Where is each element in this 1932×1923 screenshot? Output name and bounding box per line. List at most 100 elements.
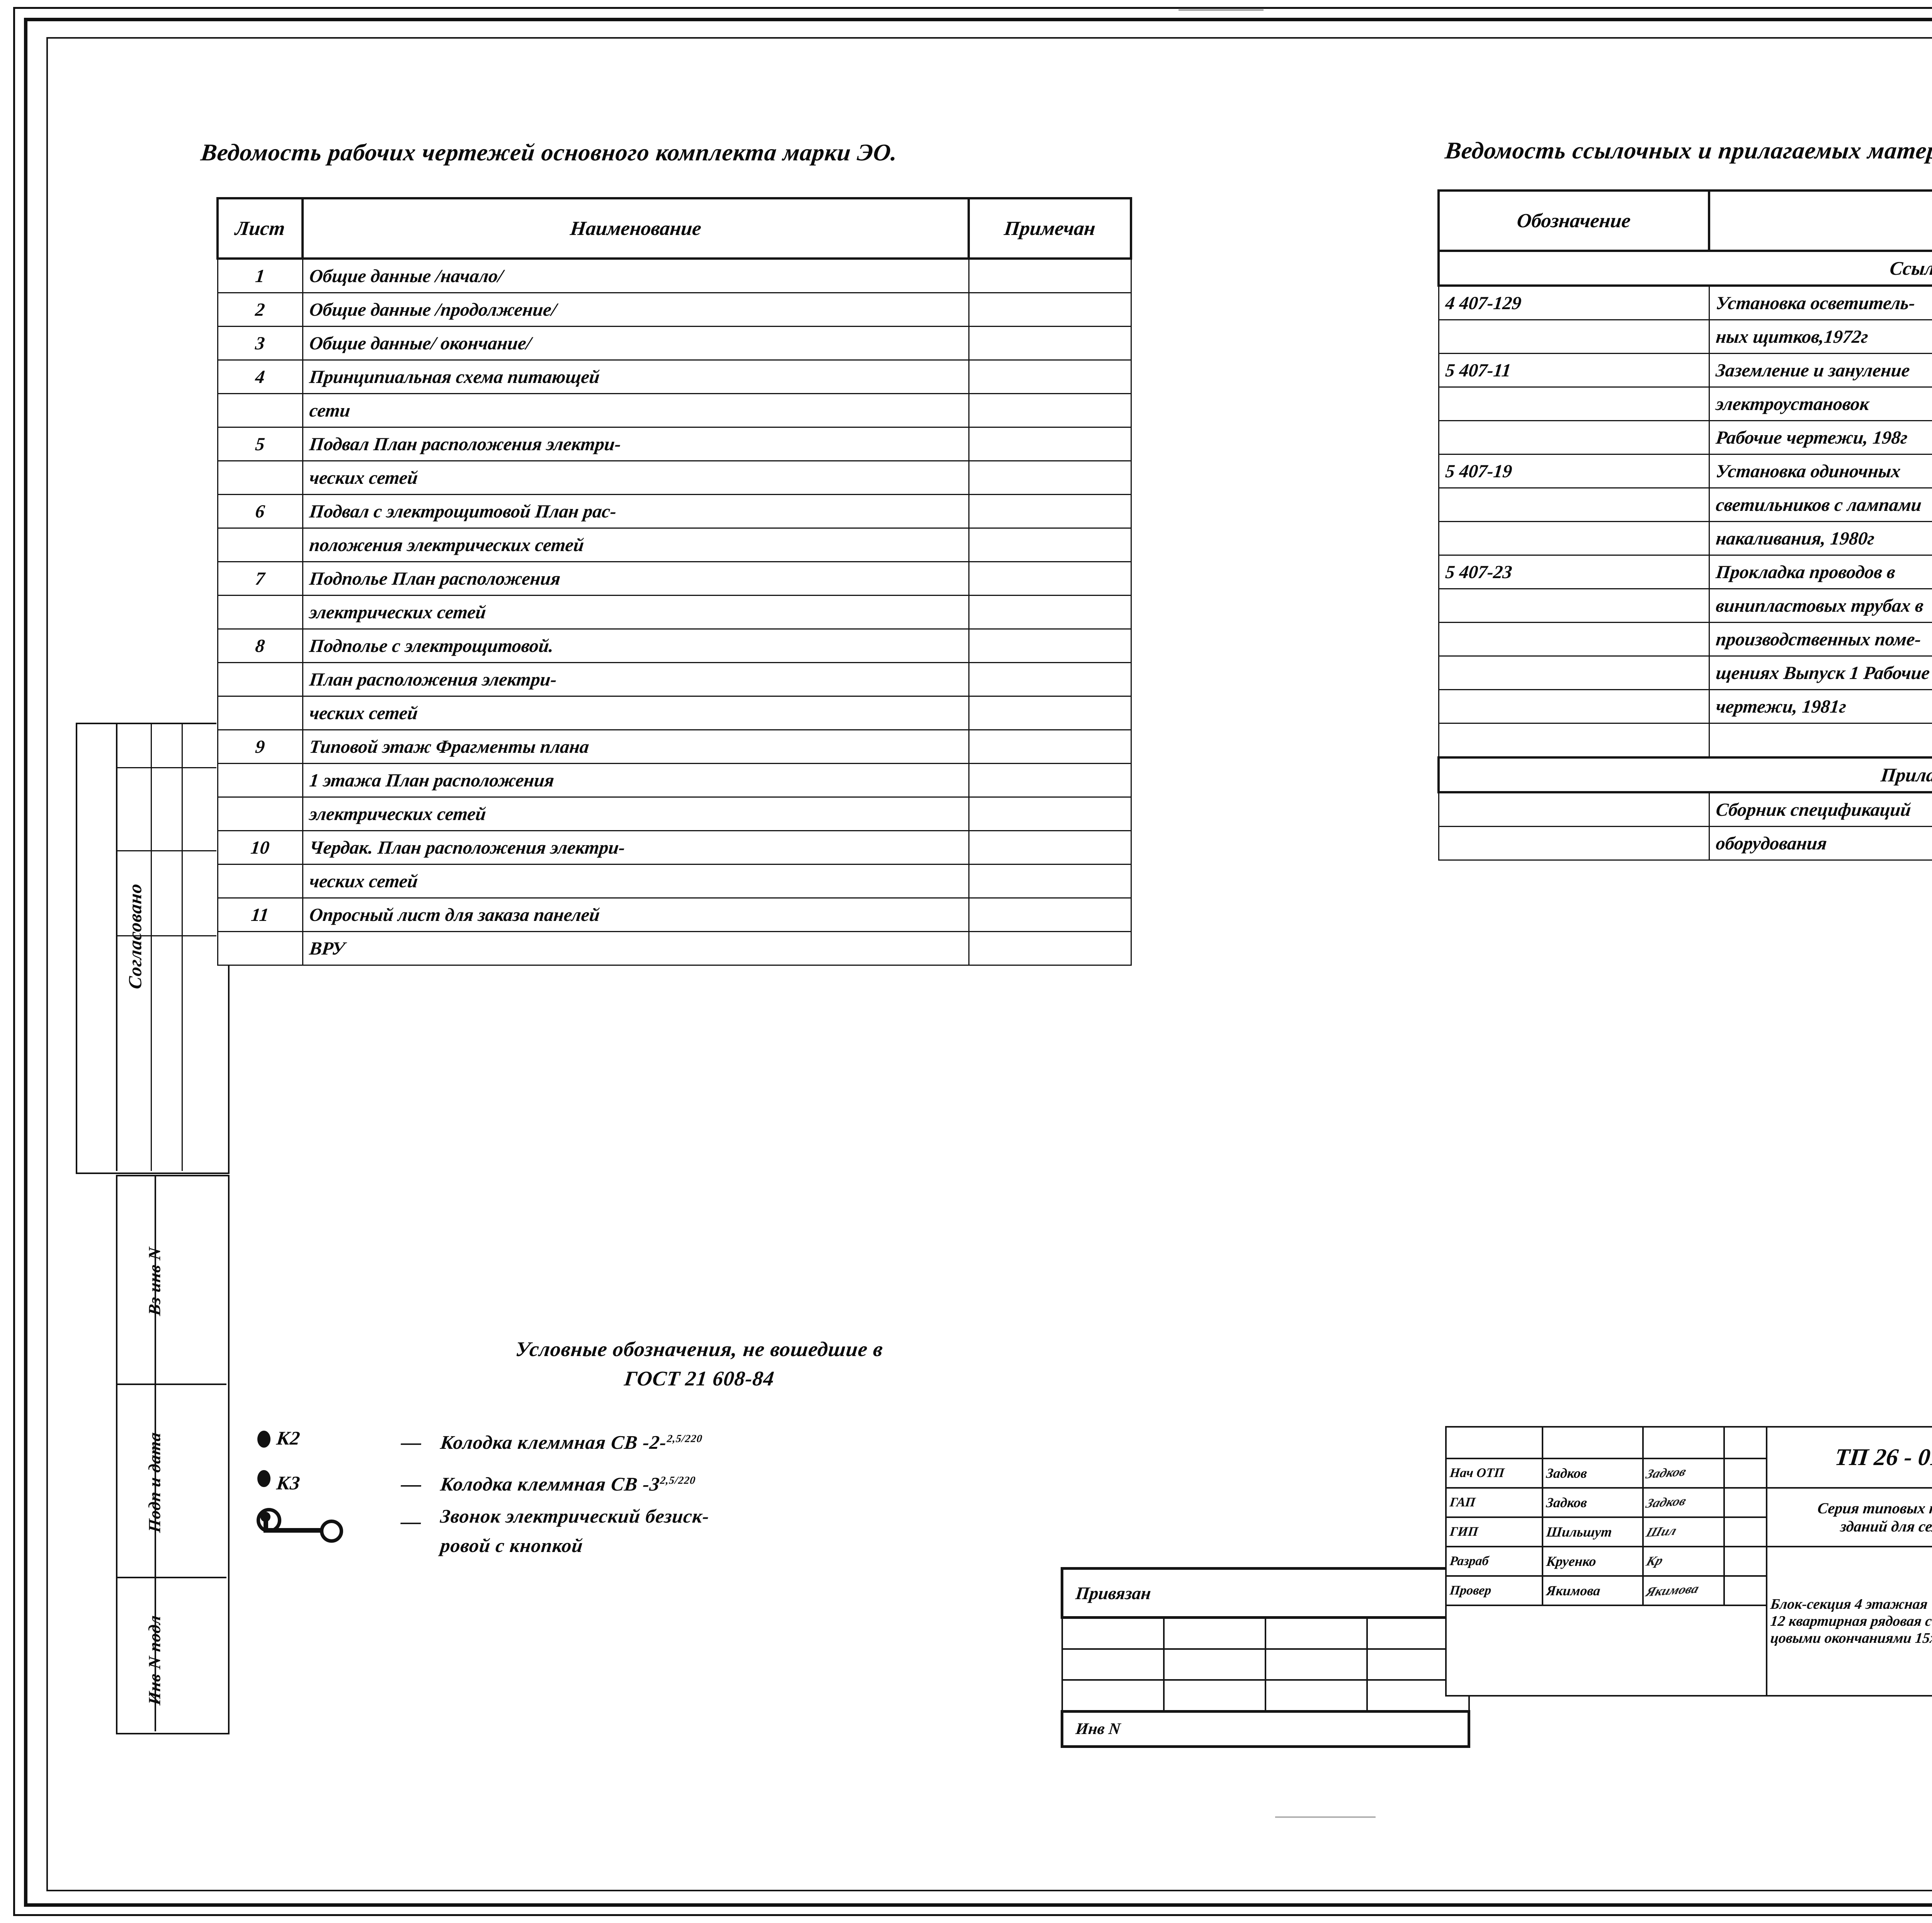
row-name: электрических сетей: [302, 595, 969, 630]
role-date: [1723, 1487, 1767, 1518]
legend-dash-1: —: [400, 1431, 423, 1453]
row-name-text: сети: [308, 400, 351, 421]
role-person-name-text: Якимова: [1545, 1583, 1601, 1598]
table-row: 1 этажа План расположения: [217, 763, 1132, 798]
table-row: ных щитков,1972г: [1438, 319, 1932, 354]
table-row: 1 Общие данные /начало/: [217, 258, 1132, 293]
row-note: [968, 763, 1132, 798]
row-sheet-number: [217, 796, 303, 831]
table-row: щениях Выпуск 1 Рабочие: [1438, 655, 1932, 690]
row-name-text: Общие данные/ окончание/: [308, 333, 532, 354]
legend-item-terminal-block-k2: К2 — Колодка клеммная СВ -2-2,5/220: [255, 1421, 1144, 1463]
sheet-inner-border: [24, 18, 1932, 1907]
material-name-text: оборудования: [1714, 833, 1828, 854]
role-label-text: Провер: [1449, 1583, 1492, 1598]
row-material-name: накаливания, 1980г: [1708, 521, 1932, 556]
name-column-header: Наименование: [301, 197, 970, 260]
row-sheet-number: [217, 595, 303, 630]
row-name-text: Общие данные /продолжение/: [308, 299, 558, 320]
material-name-text: Установка осветитель-: [1714, 293, 1916, 313]
stamp-blank-name: [1542, 1426, 1644, 1459]
legend-text-1: Колодка клеммная СВ -2-2,5/220: [439, 1431, 703, 1453]
row-sheet-number: [217, 864, 303, 899]
role-date: [1723, 1546, 1767, 1577]
stamp-role-row: Разраб Круенко Кр Блок-секция 4 этажная12 к…: [1445, 1546, 1932, 1697]
signature-mark: Шил: [1644, 1523, 1679, 1540]
row-note: [968, 460, 1132, 495]
sheet-number-text: 2: [254, 299, 266, 320]
role-label: Разраб: [1445, 1546, 1543, 1577]
table-row: ВРУ: [217, 931, 1132, 966]
row-name-text: электрических сетей: [308, 803, 487, 824]
designation-text: 4 407-129: [1444, 293, 1522, 313]
scan-artifact-5: [1275, 1816, 1376, 1818]
table-row: 7 Подполье План расположения: [217, 561, 1132, 596]
row-note: [968, 662, 1132, 697]
material-name-text: Установка одиночных: [1714, 461, 1901, 482]
table-row: 5 407-23 Прокладка проводов в: [1438, 555, 1932, 589]
row-sheet-number: 1: [217, 258, 303, 293]
revision-col-divider: [155, 1175, 156, 1731]
table-row: План расположения электри-: [217, 662, 1132, 697]
legend-text-2: Колодка клеммная СВ -32,5/220: [439, 1473, 696, 1495]
row-note: [968, 326, 1132, 361]
inv-n-label: Инв N: [1075, 1720, 1122, 1738]
table-row: 5 407-19 Установка одиночных: [1438, 454, 1932, 488]
sheet-number-text: 3: [254, 333, 266, 354]
material-name-text: Сборник спецификаций: [1714, 799, 1912, 820]
role-signature: Шил: [1642, 1516, 1725, 1547]
table-row: Рабочие чертежи, 198г: [1438, 420, 1932, 455]
sheet-outer-border: [13, 7, 1932, 1916]
row-designation: 4 407-129: [1438, 285, 1710, 320]
row-sheet-number: [217, 662, 303, 697]
sheet-number-text: 4: [254, 366, 266, 387]
table-row-empty: [1438, 723, 1932, 758]
role-person-name-text: Шильшут: [1545, 1524, 1613, 1540]
soglasovano-col-divider: [116, 723, 117, 1171]
reference-documents-section-cell: Ссылочные документы: [1437, 250, 1932, 287]
terminal-block-dot-icon: К2: [255, 1421, 383, 1463]
row-material-name: Рабочие чертежи, 198г: [1708, 420, 1932, 455]
row-designation: 5 407-23: [1438, 555, 1710, 589]
table-row: положения электрических сетей: [217, 528, 1132, 562]
role-label-text: Нач ОТП: [1449, 1466, 1505, 1480]
material-name-text: ных щитков,1972г: [1714, 326, 1869, 347]
row-name: ВРУ: [302, 931, 969, 966]
sheet-number-text: 7: [254, 568, 266, 589]
row-designation: [1438, 689, 1710, 724]
soglasovano-col-divider-3: [182, 723, 183, 1171]
table-row: 10 Чердак. План расположения электри-: [217, 830, 1132, 865]
table-row: 5 407-11 Заземление и зануление: [1438, 353, 1932, 388]
row-name: План расположения электри-: [302, 662, 969, 697]
role-label: Провер: [1445, 1575, 1543, 1606]
role-signature: Задков: [1642, 1458, 1725, 1489]
row-material-name: Заземление и зануление: [1708, 353, 1932, 388]
designation-text: 5 407-19: [1444, 461, 1513, 482]
row-note: [968, 897, 1132, 932]
row-material-name: Установка одиночных: [1708, 454, 1932, 488]
role-person-name: Якимова: [1542, 1575, 1644, 1606]
row-material-name: производственных поме-: [1708, 622, 1932, 657]
working-drawings-list-table: Лист Наименование Примечан 1 Общие данные /н…: [216, 197, 1132, 966]
role-person-name-text: Круенко: [1545, 1554, 1597, 1569]
stamp-blank-date: [1723, 1426, 1767, 1459]
stamp-blank-sign: [1642, 1426, 1725, 1459]
row-sheet-number: [217, 763, 303, 798]
row-note: [968, 864, 1132, 899]
legend-sup-num-2: 2,5: [659, 1474, 676, 1487]
material-name-text: производственных поме-: [1714, 629, 1922, 650]
row-sheet-number: 5: [217, 427, 303, 461]
row-name: ческих сетей: [302, 864, 969, 899]
soglasovano-frame: [76, 723, 230, 1174]
signature-mark: Кр: [1644, 1553, 1665, 1569]
role-label: ГАП: [1445, 1487, 1543, 1518]
row-name-text: Опросный лист для заказа панелей: [308, 904, 601, 925]
stamp-role-row: ПроверЯкимоваЯкимоваР2: [1445, 1575, 1932, 1606]
row-note: [968, 528, 1132, 562]
row-name: Чердак. План расположения электри-: [302, 830, 969, 865]
row-name: Подполье План расположения: [302, 561, 969, 596]
privyazan-label: Привязан: [1075, 1583, 1152, 1603]
role-signature: Кр: [1642, 1546, 1725, 1577]
object-description-cell: Блок-секция 4 этажная12 квартирная рядов…: [1766, 1546, 1932, 1697]
empty-cell: [1708, 723, 1932, 758]
